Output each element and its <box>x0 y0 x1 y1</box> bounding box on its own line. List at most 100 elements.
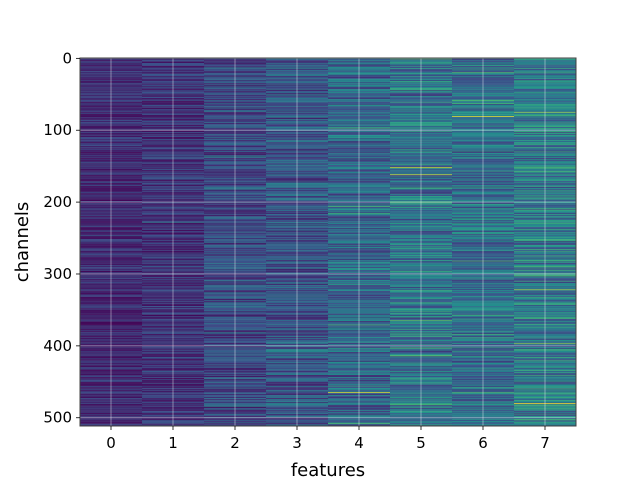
heatmap-cell <box>390 226 453 228</box>
heatmap-cell <box>452 185 515 187</box>
heatmap-cell <box>266 244 329 246</box>
heatmap-cell <box>514 259 577 261</box>
heatmap-cell <box>266 205 329 207</box>
heatmap-cell <box>80 79 143 81</box>
heatmap-cell <box>266 307 329 309</box>
heatmap-cell <box>390 198 453 200</box>
heatmap-cell <box>390 326 453 328</box>
heatmap-cell <box>328 204 391 206</box>
heatmap-cell <box>390 328 453 330</box>
heatmap-cell <box>390 75 453 77</box>
heatmap-cell <box>266 243 329 245</box>
heatmap-cell <box>452 91 515 93</box>
heatmap-cell <box>390 353 453 355</box>
heatmap-cell <box>328 106 391 108</box>
heatmap-cell <box>80 295 143 297</box>
heatmap-cell <box>452 316 515 318</box>
heatmap-cell <box>514 96 577 98</box>
heatmap-cell <box>204 335 267 337</box>
heatmap-cell <box>204 355 267 357</box>
heatmap-cell <box>452 165 515 167</box>
heatmap-cell <box>390 397 453 399</box>
heatmap-cell <box>328 367 391 369</box>
heatmap-cell <box>204 183 267 185</box>
heatmap-cell <box>266 336 329 338</box>
heatmap-cell <box>204 282 267 284</box>
heatmap-cell <box>390 282 453 284</box>
heatmap-cell <box>266 208 329 210</box>
heatmap-cell <box>266 207 329 209</box>
heatmap-cell <box>266 287 329 289</box>
heatmap-cell <box>80 101 143 103</box>
heatmap-cell <box>80 411 143 413</box>
heatmap-cell <box>452 172 515 174</box>
heatmap-cell <box>328 278 391 280</box>
heatmap-cell <box>452 265 515 267</box>
heatmap-cell <box>328 140 391 142</box>
heatmap-cell <box>452 170 515 172</box>
heatmap-cell <box>514 366 577 368</box>
heatmap-cell <box>266 124 329 126</box>
heatmap-cell <box>452 329 515 331</box>
heatmap-cell <box>514 207 577 209</box>
heatmap-cell <box>514 403 577 405</box>
heatmap-cell <box>328 355 391 357</box>
heatmap-cell <box>266 354 329 356</box>
heatmap-cell <box>266 254 329 256</box>
heatmap-cell <box>514 162 577 164</box>
heatmap-cell <box>328 96 391 98</box>
heatmap-cell <box>142 74 205 76</box>
heatmap-cell <box>80 145 143 147</box>
heatmap-cell <box>204 357 267 359</box>
heatmap-cell <box>80 207 143 209</box>
heatmap-cell <box>80 185 143 187</box>
heatmap-cell <box>80 119 143 121</box>
heatmap-cell <box>266 225 329 227</box>
heatmap-cell <box>80 378 143 380</box>
heatmap-cell <box>452 148 515 150</box>
heatmap-cell <box>452 340 515 342</box>
heatmap-cell <box>514 68 577 70</box>
heatmap-cell <box>80 232 143 234</box>
heatmap-cell <box>142 409 205 411</box>
heatmap-cell <box>266 88 329 90</box>
heatmap-cell <box>204 106 267 108</box>
heatmap-cell <box>266 99 329 101</box>
heatmap-cell <box>204 222 267 224</box>
heatmap-cell <box>142 241 205 243</box>
heatmap-cell <box>390 66 453 68</box>
heatmap-cell <box>266 201 329 203</box>
heatmap-cell <box>390 107 453 109</box>
heatmap-cell <box>204 151 267 153</box>
heatmap-cell <box>514 213 577 215</box>
heatmap-cell <box>452 379 515 381</box>
heatmap-cell <box>514 225 577 227</box>
heatmap-cell <box>204 304 267 306</box>
heatmap-cell <box>452 336 515 338</box>
heatmap-cell <box>80 245 143 247</box>
heatmap-cell <box>142 106 205 108</box>
heatmap-cell <box>142 138 205 140</box>
heatmap-cell <box>390 305 453 307</box>
heatmap-cell <box>452 150 515 151</box>
grid-lines <box>80 57 576 426</box>
heatmap-cell <box>514 288 577 289</box>
heatmap-cell <box>390 215 453 217</box>
heatmap-cell <box>390 113 453 115</box>
heatmap-cell <box>204 382 267 384</box>
heatmap-cell <box>390 288 453 289</box>
heatmap-cell <box>452 139 515 141</box>
heatmap-cell <box>204 86 267 88</box>
heatmap-cell <box>266 213 329 215</box>
x-tick-label: 2 <box>230 434 240 452</box>
heatmap-cell <box>142 68 205 70</box>
heatmap-cell <box>266 386 329 388</box>
heatmap-cell <box>452 60 515 62</box>
heatmap-cell <box>80 173 143 175</box>
heatmap-cell <box>142 132 205 133</box>
heatmap-cell <box>452 225 515 227</box>
heatmap-cell <box>266 166 329 168</box>
heatmap-cell <box>204 315 267 317</box>
heatmap-cell <box>80 318 143 320</box>
heatmap-cell <box>390 132 453 134</box>
